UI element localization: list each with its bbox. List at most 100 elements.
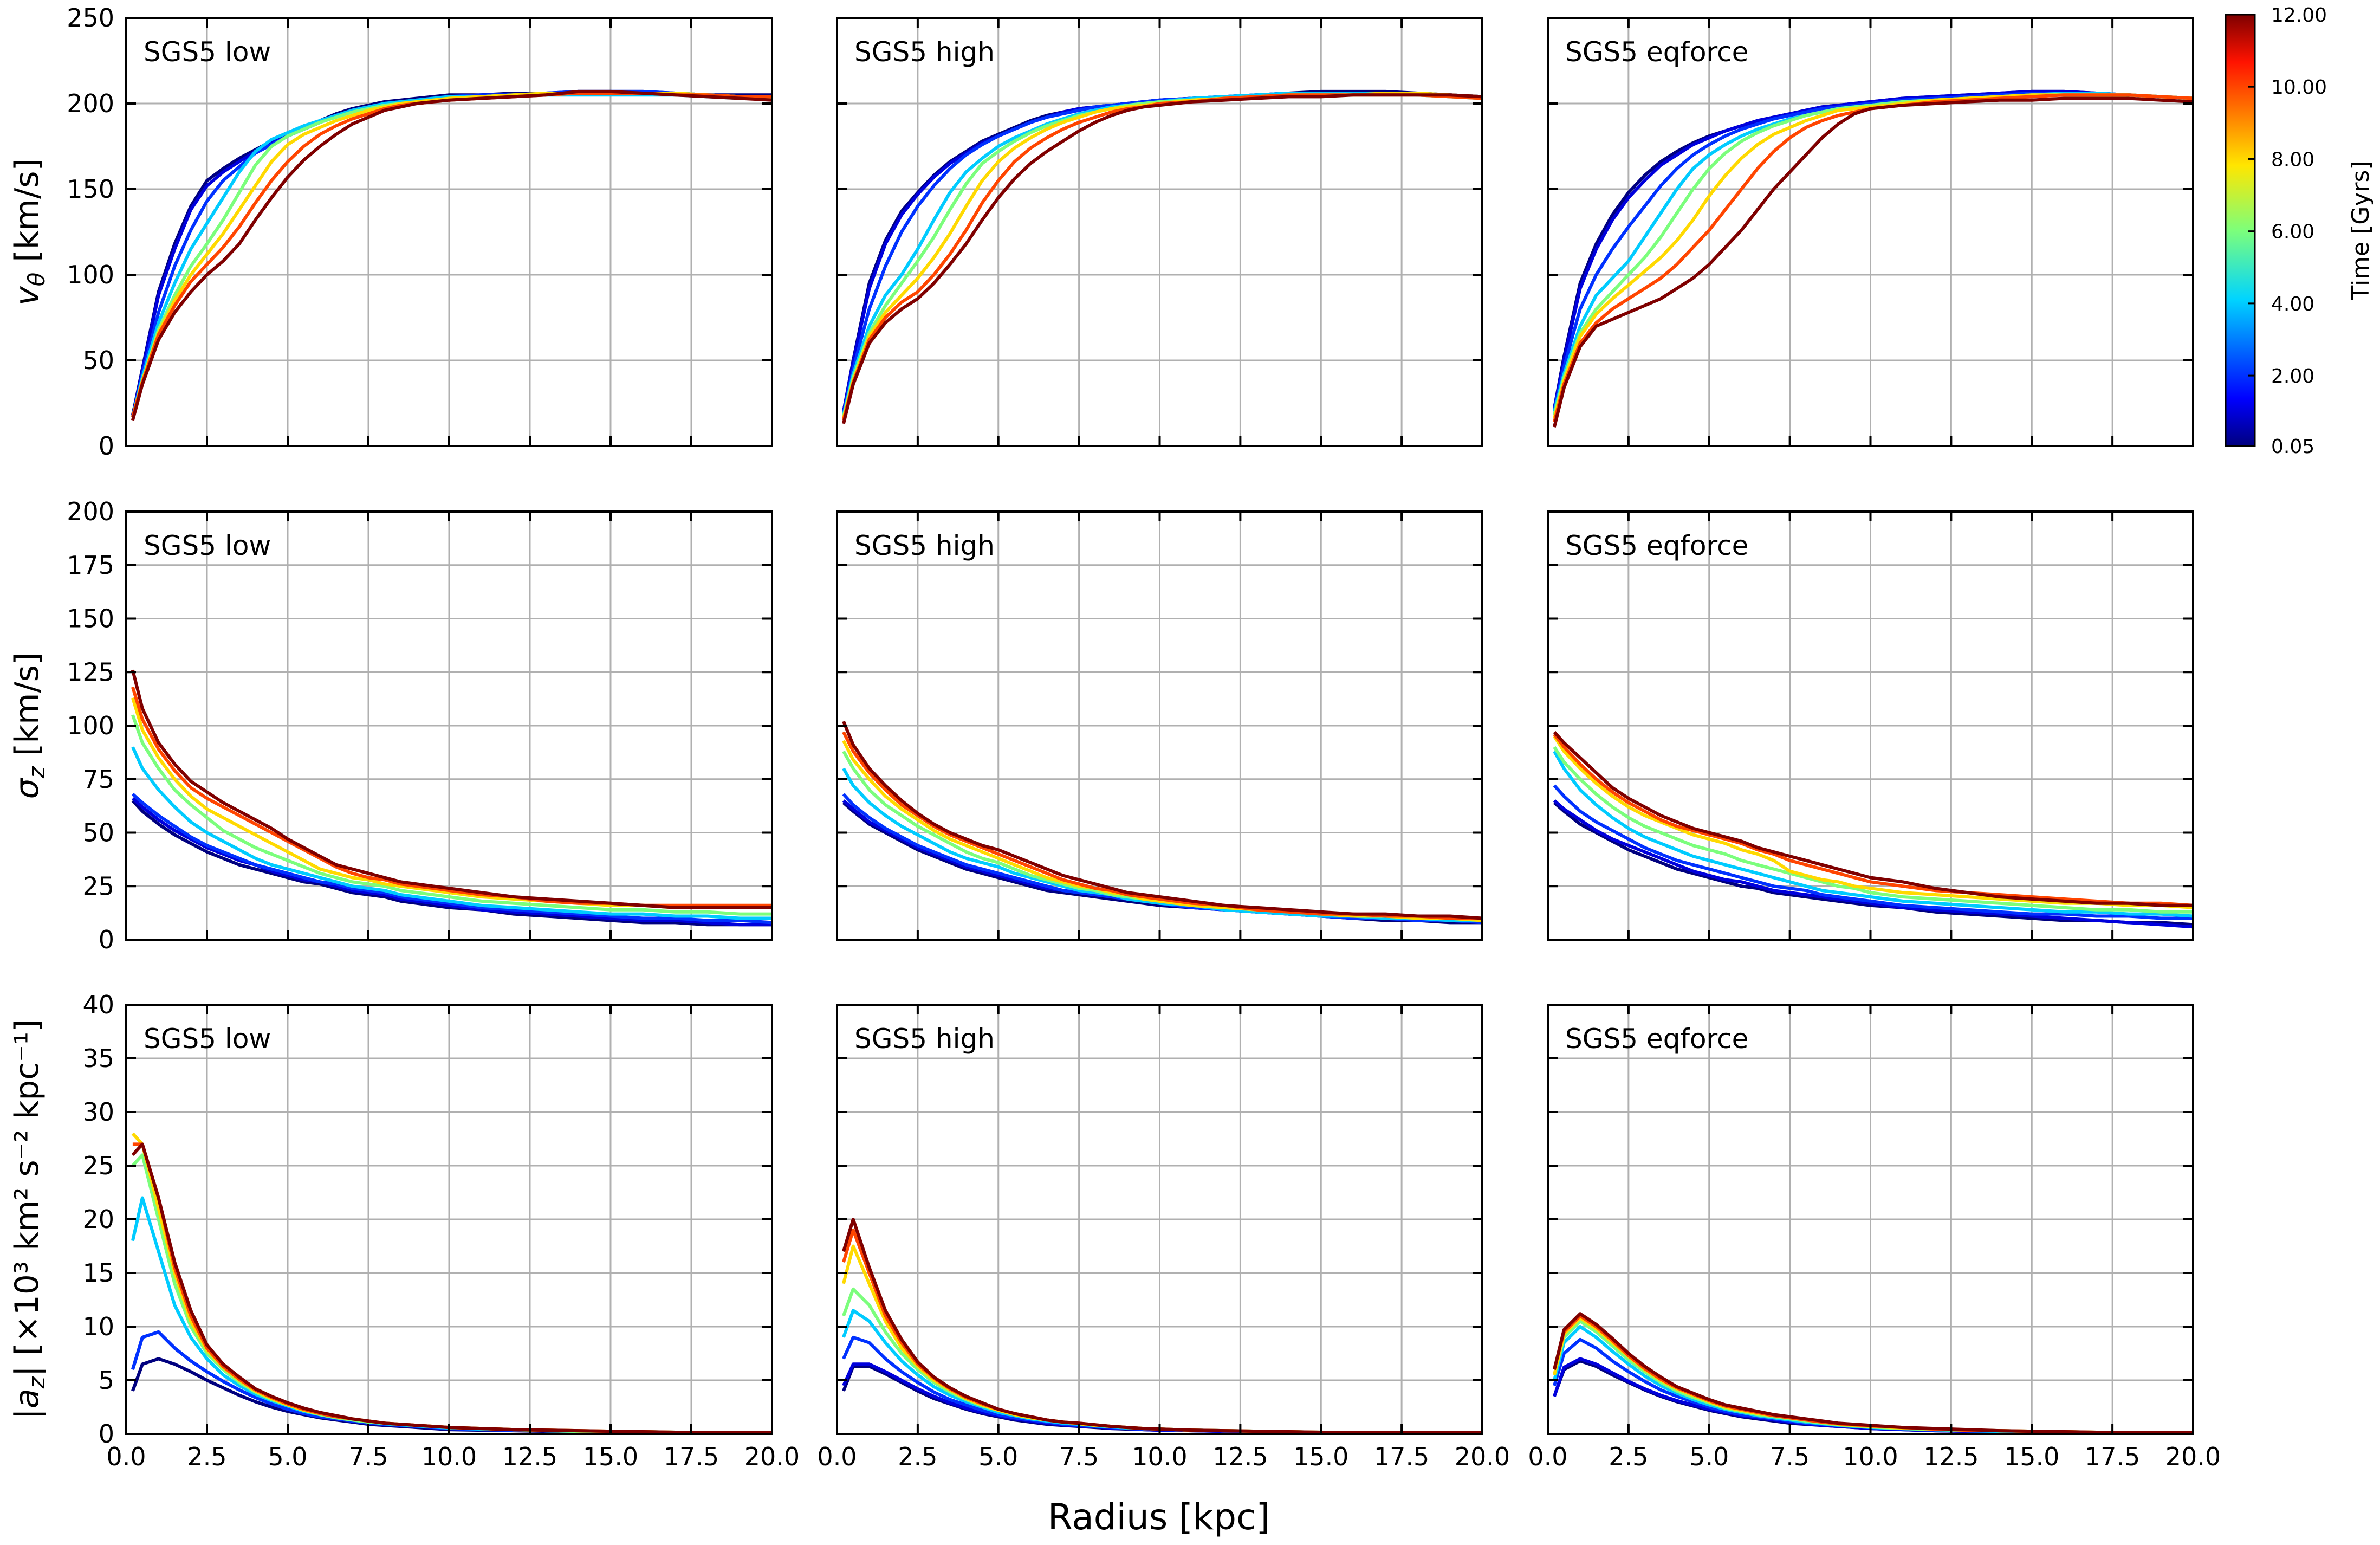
x-tick-label: 5.0 (1689, 1442, 1729, 1471)
colorbar-tick-label: 12.00 (2271, 4, 2327, 27)
x-tick-label: 10.0 (1843, 1442, 1898, 1471)
series-line-t0.05 (131, 799, 772, 927)
y-tick-label: 0 (99, 925, 114, 954)
series-line-t1 (842, 1362, 1482, 1434)
y-tick-label: 5 (99, 1366, 114, 1395)
y-tick-label: 50 (82, 818, 114, 848)
panel-label: SGS5 low (144, 530, 271, 561)
panel-v_theta-low: 0 50 100 150 200 250 SGS5 low (67, 3, 773, 461)
series-line-t10 (842, 1228, 1482, 1434)
y-tick-label: 100 (67, 260, 114, 289)
series-line-t8 (131, 697, 772, 909)
series-line-t6 (131, 714, 772, 916)
panel-a_z-eqforce: 0.0 2.5 5.0 7.5 10.0 12.5 15.0 17.5 20.0 SGS5 eqf… (1528, 1004, 2221, 1471)
x-tick-label: 7.5 (1770, 1442, 1810, 1471)
y-tick-label: 25 (82, 871, 114, 901)
x-tick-label: 20.0 (1455, 1442, 1510, 1471)
series-line-t4 (842, 1309, 1482, 1434)
x-tick-label: 2.5 (1609, 1442, 1648, 1471)
y-axis-label-v_theta: vθ [km/s] (8, 158, 50, 306)
series-line-t8 (841, 92, 1482, 419)
y-tick-label: 25 (82, 1151, 114, 1180)
x-tick-label: 10.0 (421, 1442, 477, 1471)
series-line-t2 (1552, 92, 2193, 411)
series-line-t4 (1553, 750, 2193, 918)
panel-label: SGS5 low (144, 36, 271, 68)
y-tick-label: 30 (82, 1097, 114, 1127)
panel-label: SGS5 high (854, 530, 995, 561)
colorbar-tick-label: 2.00 (2271, 365, 2314, 387)
x-tick-label: 20.0 (744, 1442, 800, 1471)
x-tick-label: 17.5 (1374, 1442, 1429, 1471)
y-axis-label-sigma_z: σz [km/s] (8, 652, 50, 799)
y-tick-label: 15 (82, 1258, 114, 1288)
y-tick-label: 200 (67, 89, 114, 118)
colorbar: 0.05 2.00 4.00 6.00 8.00 10.00 12.00 Time [Gyrs… (2225, 4, 2375, 458)
series-line-t10 (1553, 733, 2193, 907)
series-line-t8 (131, 1132, 772, 1434)
panel-a_z-high: 0.0 2.5 5.0 7.5 10.0 12.5 15.0 17.5 20.0 SGS5 hig… (817, 1004, 1510, 1471)
series-line-t6 (1552, 1320, 2193, 1434)
colorbar-label: Time [Gyrs] (2347, 160, 2375, 300)
panel-a_z-low: 0.0 2.5 5.0 7.5 10.0 12.5 15.0 17.5 20.0 0 5 10 15 20… (82, 990, 800, 1471)
x-tick-label: 5.0 (268, 1442, 307, 1471)
y-tick-label: 50 (82, 346, 114, 375)
panel-label: SGS5 high (854, 36, 995, 68)
panel-sigma_z-low: 0 25 50 75 100 125 150 175 200 SGS5 low (67, 497, 773, 954)
series-line-t6 (841, 93, 1482, 418)
series-line-t8 (1552, 93, 2193, 419)
x-tick-label: 2.5 (187, 1442, 226, 1471)
y-tick-label: 0 (99, 431, 114, 461)
x-tick-label: 15.0 (583, 1442, 638, 1471)
panel-label: SGS5 eqforce (1565, 530, 1748, 561)
x-tick-label: 15.0 (1293, 1442, 1348, 1471)
x-tick-label: 0.0 (106, 1442, 146, 1471)
y-tick-label: 75 (82, 765, 114, 794)
y-tick-label: 100 (67, 711, 114, 740)
series-line-t0.05 (1553, 801, 2193, 927)
colorbar-tick-label: 10.00 (2271, 76, 2327, 99)
series-line-t1 (1552, 89, 2193, 409)
x-tick-label: 0.0 (1528, 1442, 1567, 1471)
series-line-t1 (1553, 799, 2193, 929)
series-line-t12 (841, 93, 1482, 424)
y-tick-label: 175 (67, 551, 114, 580)
series-line-t10 (841, 93, 1482, 421)
panel-label: SGS5 eqforce (1565, 36, 1748, 68)
panel-v_theta-eqforce: SGS5 eqforce (1547, 17, 2194, 447)
x-tick-label: 17.5 (2085, 1442, 2140, 1471)
series-line-t4 (131, 746, 772, 920)
series-line-t4 (131, 93, 772, 418)
y-tick-label: 150 (67, 604, 114, 633)
x-tick-label: 12.5 (1212, 1442, 1268, 1471)
series-line-t12 (131, 89, 772, 421)
panel-label: SGS5 eqforce (1565, 1023, 1748, 1055)
series-line-t8 (1553, 735, 2193, 909)
y-tick-label: 150 (67, 174, 114, 204)
x-tick-label: 5.0 (978, 1442, 1018, 1471)
series-line-t1 (131, 1330, 772, 1434)
y-axis-label-a_z: |az| [×10³ km² s⁻² kpc⁻¹] (8, 1019, 50, 1420)
series-line-t6 (842, 750, 1482, 922)
colorbar-tick-label: 4.00 (2271, 293, 2314, 315)
series-line-t12 (1552, 96, 2193, 428)
panel-v_theta-high: SGS5 high (836, 17, 1483, 447)
series-line-t4 (842, 767, 1482, 922)
y-tick-label: 250 (67, 3, 114, 33)
series-line-t12 (131, 669, 772, 909)
series-line-t2 (1553, 1337, 2193, 1434)
series-line-t12 (842, 720, 1482, 920)
series-line-t2 (1553, 784, 2193, 920)
x-tick-label: 0.0 (817, 1442, 857, 1471)
series-line-t10 (131, 687, 772, 907)
x-tick-label: 2.5 (898, 1442, 937, 1471)
panel-sigma_z-eqforce: SGS5 eqforce (1547, 510, 2194, 941)
series-line-t1 (841, 92, 1482, 412)
series-line-t6 (842, 1287, 1482, 1434)
colorbar-gradient (2225, 14, 2256, 447)
series-line-t12 (1553, 731, 2193, 907)
series-line-t10 (842, 731, 1482, 920)
y-tick-label: 35 (82, 1044, 114, 1073)
x-tick-label: 7.5 (1059, 1442, 1099, 1471)
